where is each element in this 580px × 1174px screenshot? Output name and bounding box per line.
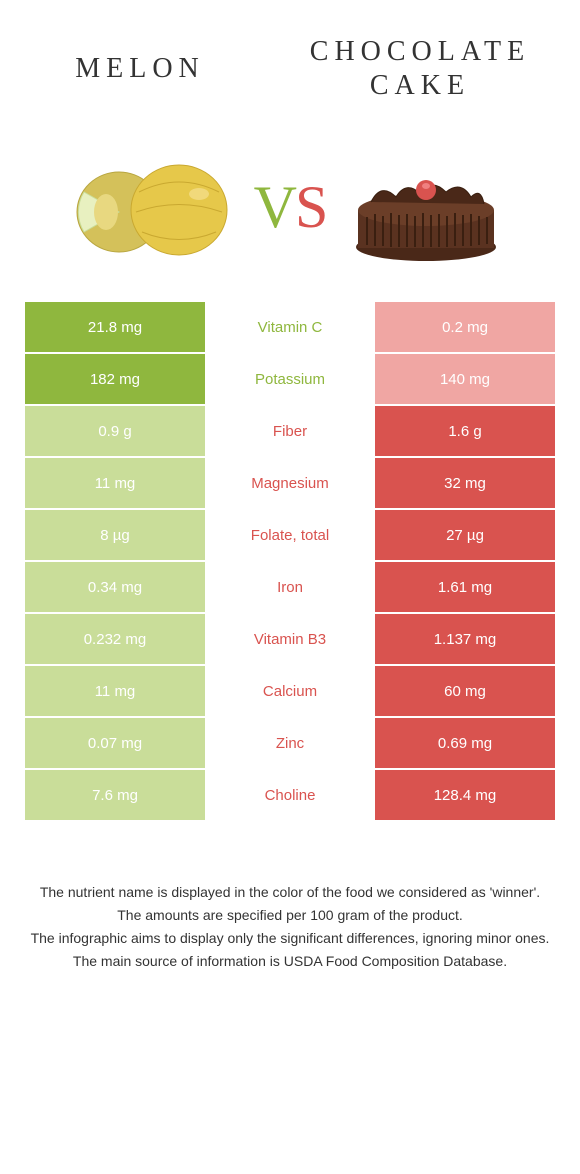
table-row: 0.34 mgIron1.61 mg	[25, 562, 555, 614]
nutrient-label: Calcium	[205, 666, 375, 716]
value-cake: 140 mg	[375, 354, 555, 404]
value-melon: 8 µg	[25, 510, 205, 560]
title-melon: MELON	[40, 52, 240, 86]
value-melon: 7.6 mg	[25, 770, 205, 820]
table-row: 0.07 mgZinc0.69 mg	[25, 718, 555, 770]
table-row: 7.6 mgCholine128.4 mg	[25, 770, 555, 822]
nutrient-label: Potassium	[205, 354, 375, 404]
footnote-line: The infographic aims to display only the…	[30, 928, 550, 949]
vs-s: S	[295, 174, 326, 240]
nutrient-label: Magnesium	[205, 458, 375, 508]
value-cake: 60 mg	[375, 666, 555, 716]
value-cake: 0.69 mg	[375, 718, 555, 768]
value-cake: 1.137 mg	[375, 614, 555, 664]
nutrient-label: Fiber	[205, 406, 375, 456]
value-melon: 0.07 mg	[25, 718, 205, 768]
table-row: 0.232 mgVitamin B31.137 mg	[25, 614, 555, 666]
value-melon: 0.9 g	[25, 406, 205, 456]
table-row: 11 mgMagnesium32 mg	[25, 458, 555, 510]
table-row: 0.9 gFiber1.6 g	[25, 406, 555, 458]
value-melon: 21.8 mg	[25, 302, 205, 352]
images-row: VS	[0, 122, 580, 302]
nutrient-label: Folate, total	[205, 510, 375, 560]
table-row: 11 mgCalcium60 mg	[25, 666, 555, 718]
value-cake: 1.61 mg	[375, 562, 555, 612]
vs-v: V	[254, 174, 295, 240]
value-melon: 0.34 mg	[25, 562, 205, 612]
chocolate-cake-icon	[336, 142, 516, 272]
melon-icon	[64, 142, 244, 272]
nutrient-label: Vitamin C	[205, 302, 375, 352]
value-melon: 11 mg	[25, 666, 205, 716]
nutrient-label: Zinc	[205, 718, 375, 768]
value-cake: 32 mg	[375, 458, 555, 508]
footnote-line: The nutrient name is displayed in the co…	[30, 882, 550, 903]
value-cake: 0.2 mg	[375, 302, 555, 352]
footnotes: The nutrient name is displayed in the co…	[30, 882, 550, 972]
table-row: 182 mgPotassium140 mg	[25, 354, 555, 406]
table-row: 21.8 mgVitamin C0.2 mg	[25, 302, 555, 354]
footnote-line: The main source of information is USDA F…	[30, 951, 550, 972]
value-cake: 27 µg	[375, 510, 555, 560]
table-row: 8 µgFolate, total27 µg	[25, 510, 555, 562]
nutrient-label: Choline	[205, 770, 375, 820]
value-cake: 1.6 g	[375, 406, 555, 456]
nutrient-label: Vitamin B3	[205, 614, 375, 664]
nutrient-table: 21.8 mgVitamin C0.2 mg182 mgPotassium140…	[25, 302, 555, 822]
header: MELON CHOCOLATE CAKE	[0, 0, 580, 122]
value-melon: 182 mg	[25, 354, 205, 404]
value-melon: 0.232 mg	[25, 614, 205, 664]
nutrient-label: Iron	[205, 562, 375, 612]
title-chocolate-cake: CHOCOLATE CAKE	[300, 35, 540, 102]
value-cake: 128.4 mg	[375, 770, 555, 820]
vs-label: VS	[254, 173, 327, 242]
footnote-line: The amounts are specified per 100 gram o…	[30, 905, 550, 926]
value-melon: 11 mg	[25, 458, 205, 508]
